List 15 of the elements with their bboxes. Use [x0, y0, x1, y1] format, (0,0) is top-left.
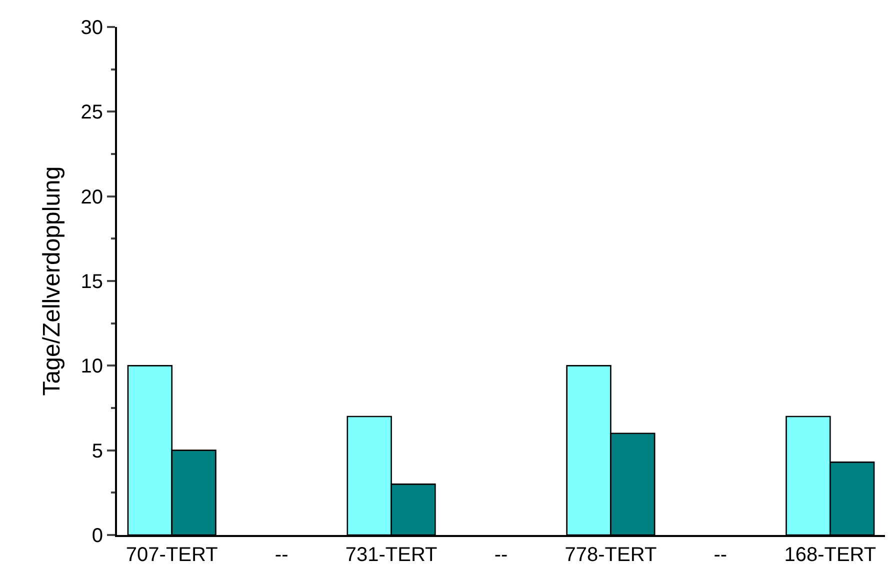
y-tick-label: 30	[80, 17, 103, 39]
x-tick-label: 707-TERT	[126, 544, 218, 566]
y-tick-label: 5	[92, 440, 103, 462]
x-tick-label: 168-TERT	[784, 544, 876, 566]
y-tick-label: 20	[80, 186, 103, 208]
y-tick-label: 10	[80, 356, 103, 378]
x-tick-label: --	[274, 544, 288, 566]
x-tick-label: --	[494, 544, 508, 566]
x-tick-label: --	[714, 544, 728, 566]
y-tick-label: 15	[80, 271, 103, 293]
y-axis-title: Tage/Zellverdopplung	[38, 166, 66, 396]
x-tick-label: 731-TERT	[345, 544, 438, 566]
y-tick-label: 25	[80, 102, 103, 124]
y-tick-label: 0	[92, 525, 103, 547]
x-tick-label: 778-TERT	[564, 544, 657, 566]
